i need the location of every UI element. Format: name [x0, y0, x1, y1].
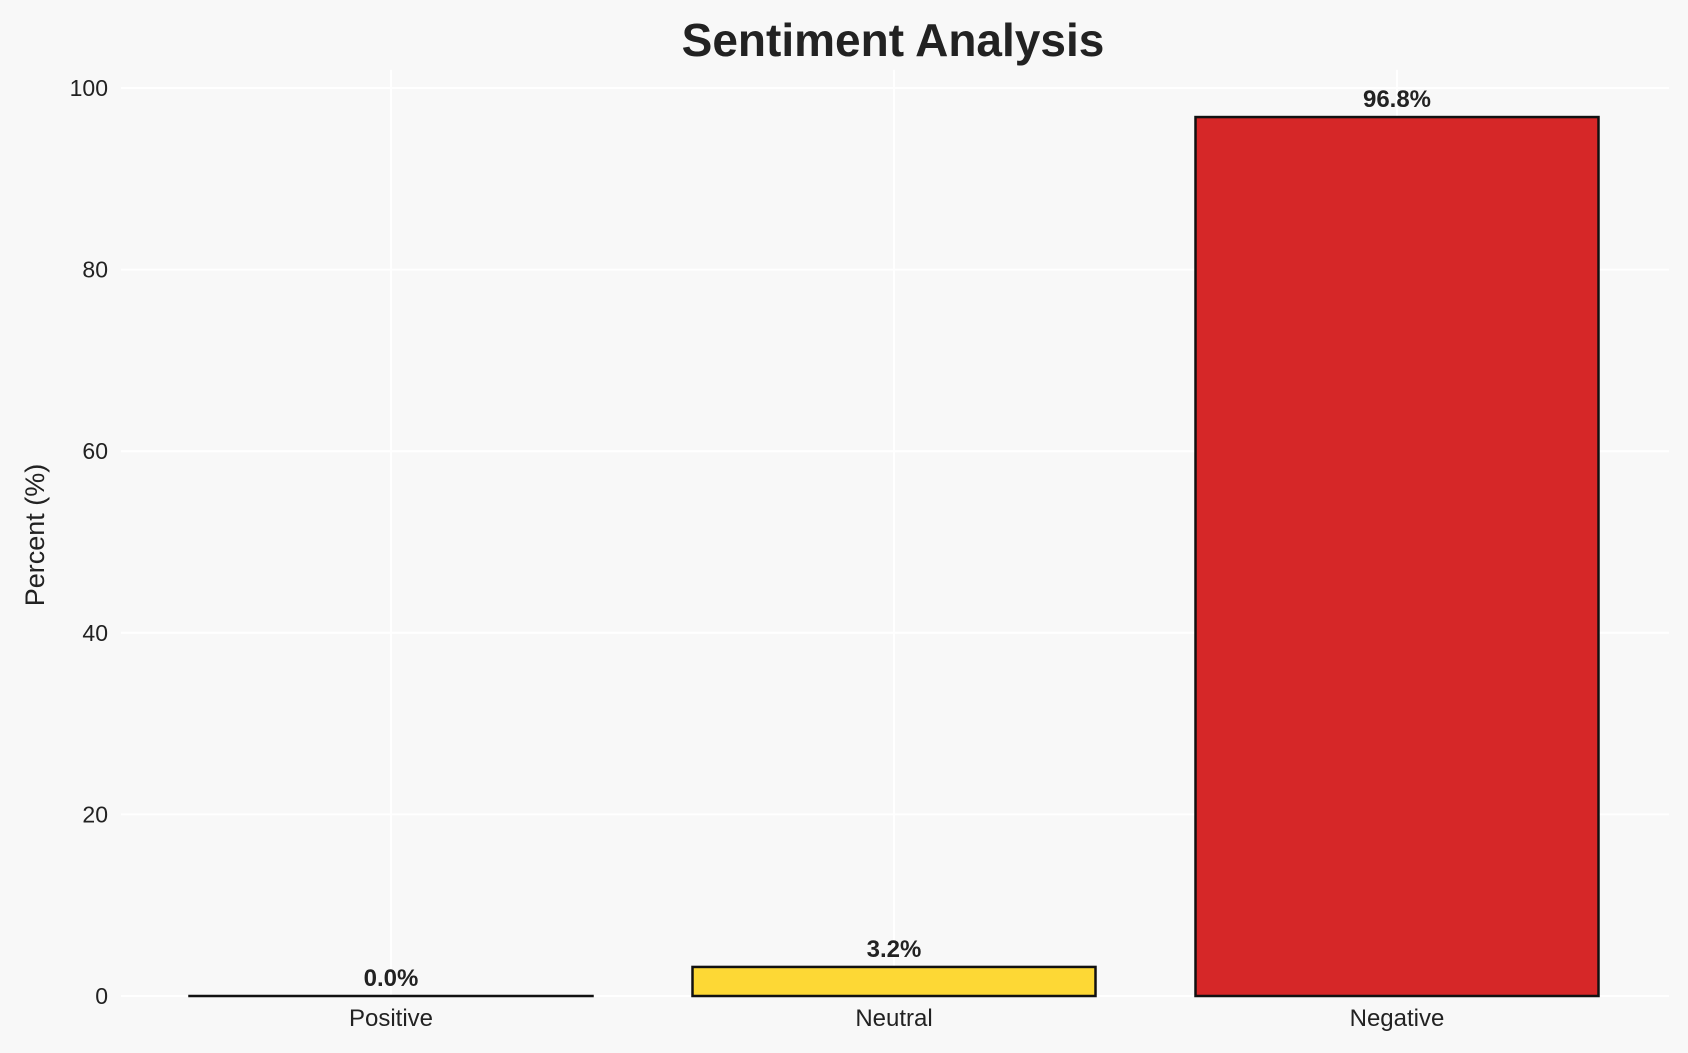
bar-negative	[1194, 115, 1600, 998]
y-axis-label: Percent (%)	[20, 464, 50, 607]
y-tick-label: 60	[82, 438, 108, 464]
x-tick-label: Negative	[1350, 1005, 1445, 1032]
y-tick-label: 20	[82, 801, 108, 827]
y-tick-label: 40	[82, 620, 108, 646]
x-tick-label: Neutral	[855, 1005, 932, 1032]
x-tick-label: Positive	[349, 1005, 433, 1032]
data-label: 3.2%	[867, 936, 922, 963]
bar-neutral	[691, 965, 1097, 998]
data-label: 96.8%	[1363, 86, 1431, 113]
chart-title: Sentiment Analysis	[682, 14, 1105, 66]
y-tick-label: 100	[70, 75, 108, 101]
y-tick-label: 80	[82, 257, 108, 283]
data-label: 0.0%	[364, 965, 419, 992]
y-tick-label: 0	[95, 983, 108, 1009]
